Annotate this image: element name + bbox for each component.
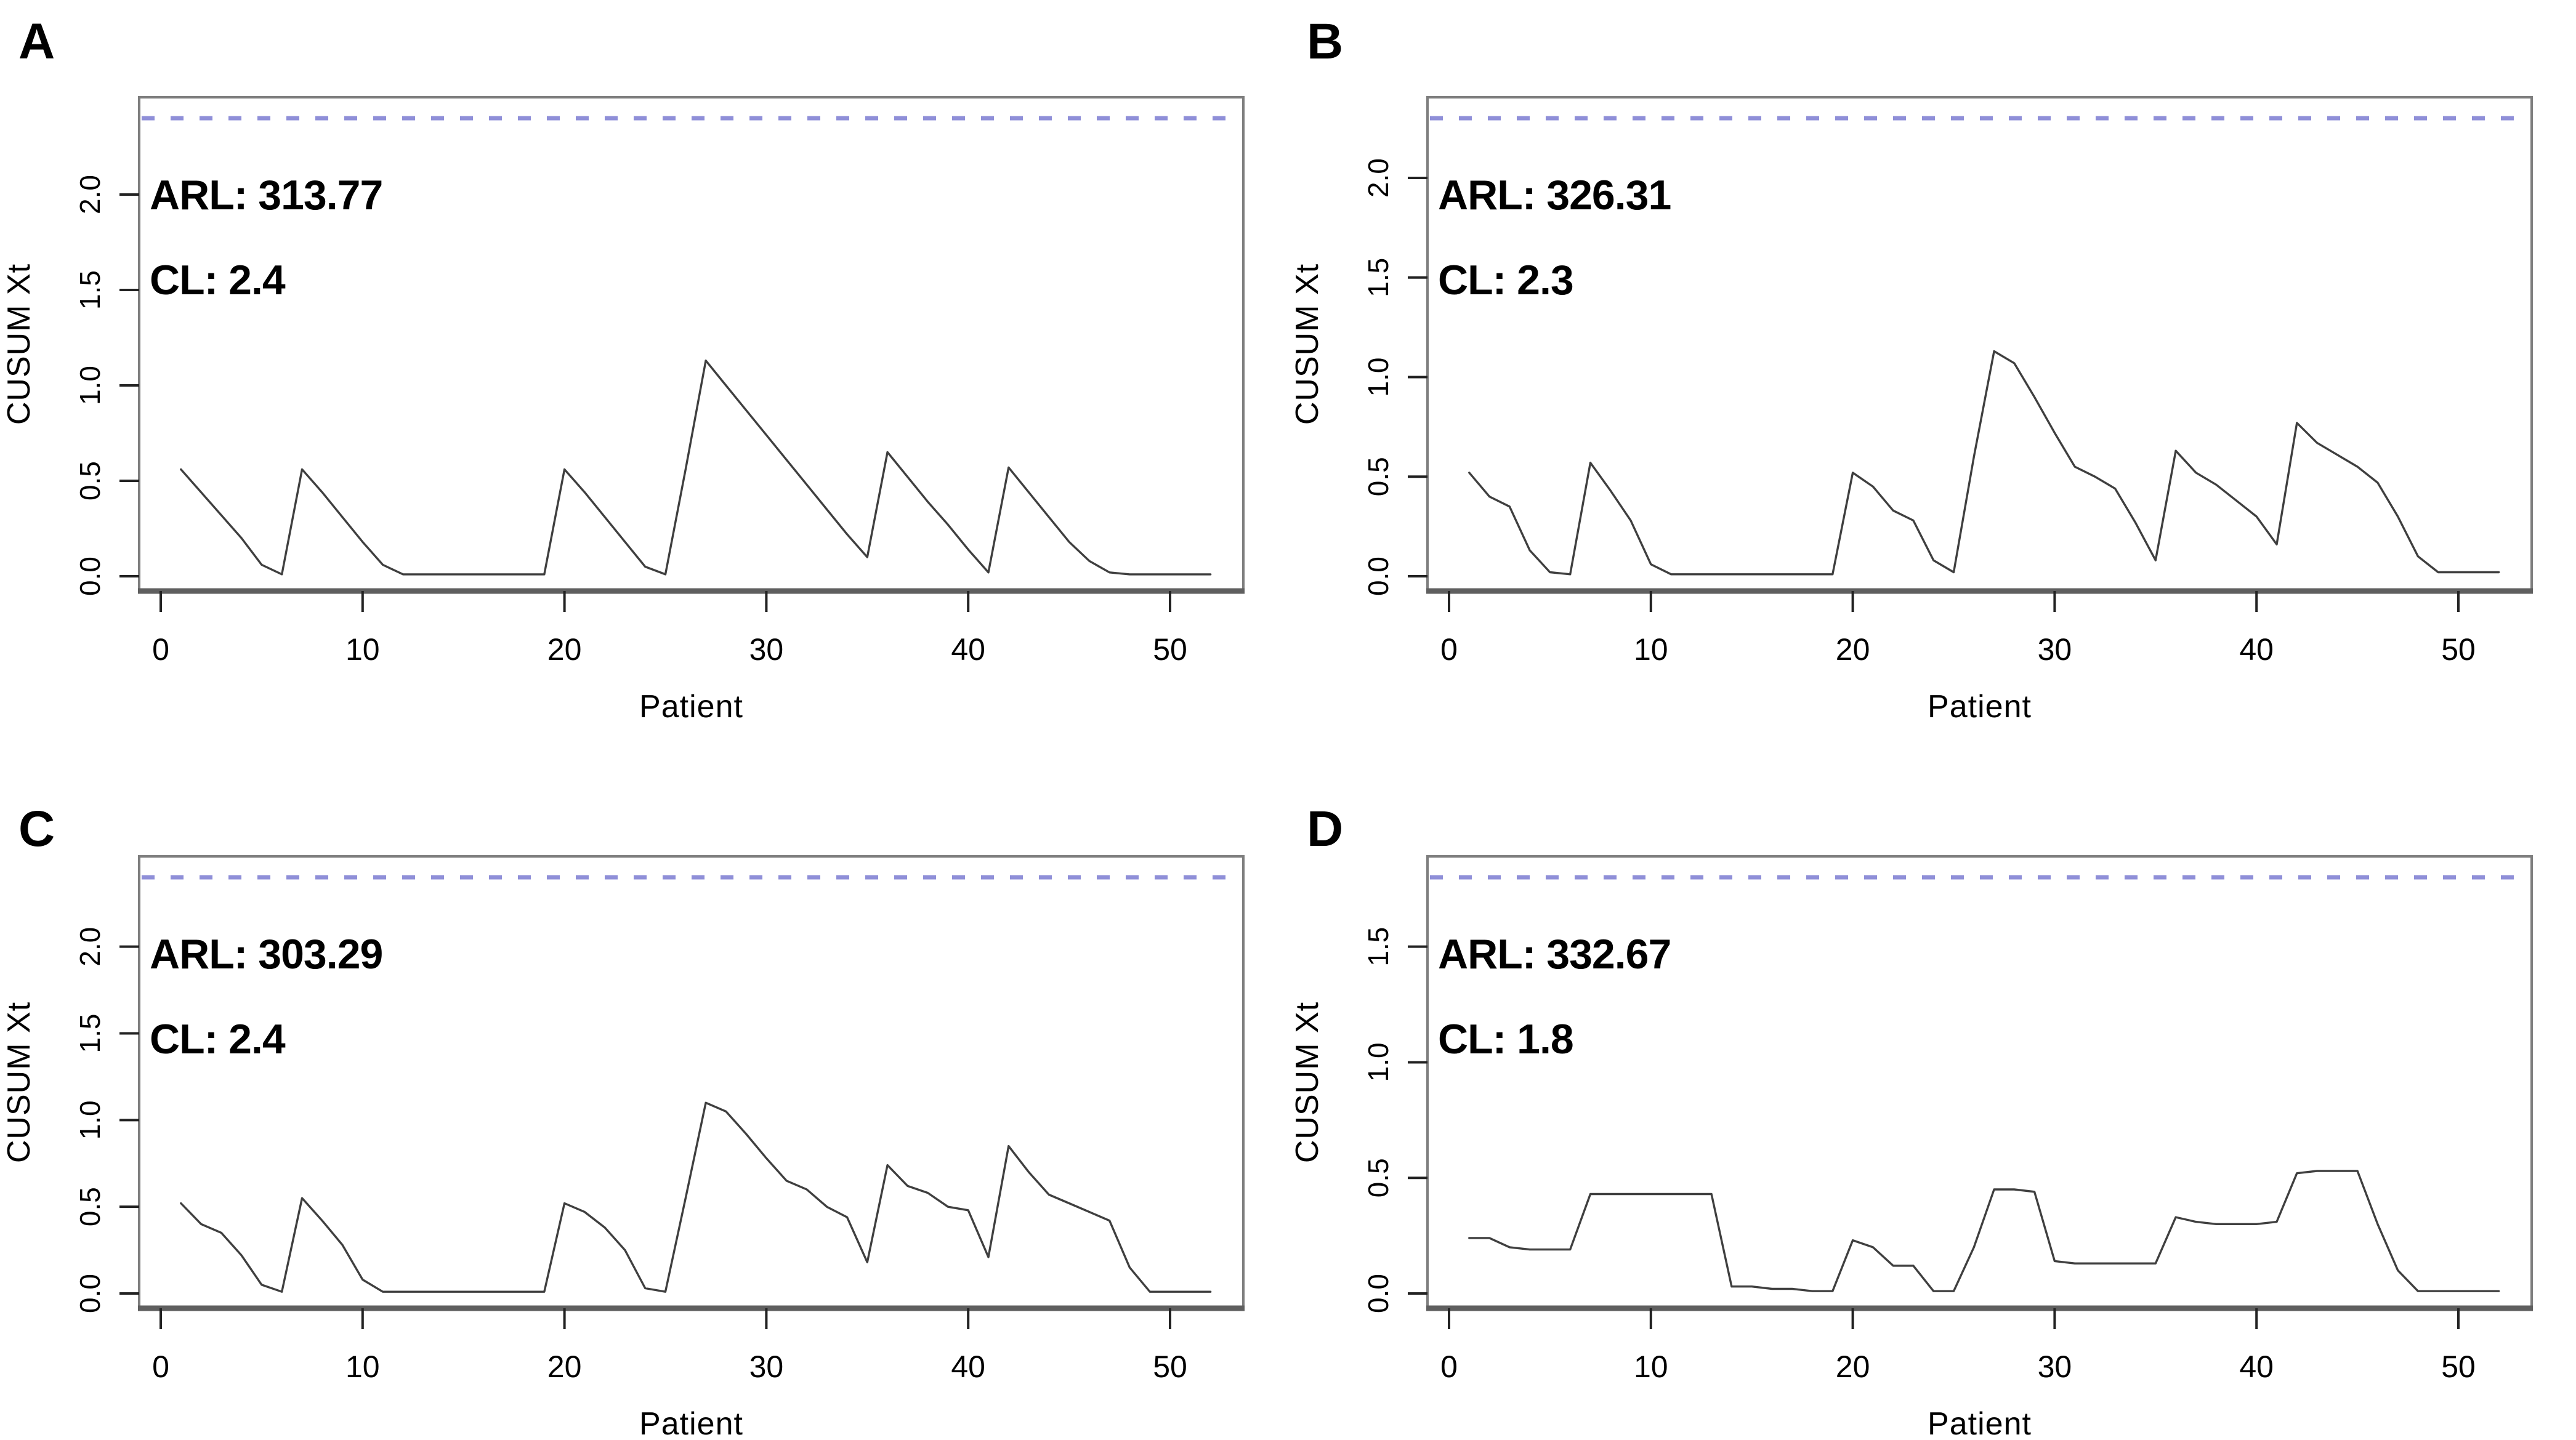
panel-c: 0.0 0.5 1.0 1.5 2.0 0 10 20 30 40 50 Patient CUSUM X… bbox=[0, 720, 1288, 1440]
plot-box bbox=[1426, 96, 2533, 592]
cusum-line bbox=[180, 1101, 1212, 1293]
y-tick-label: 1.5 bbox=[74, 270, 106, 310]
y-axis-title: CUSUM Xt bbox=[1, 263, 37, 425]
x-tick-label: 30 bbox=[2038, 1349, 2072, 1384]
x-tick-label: 50 bbox=[2441, 632, 2476, 667]
x-tick-label: 10 bbox=[1634, 1349, 1668, 1384]
y-axis-title: CUSUM Xt bbox=[1290, 263, 1325, 425]
cl-annotation: CL: 2.4 bbox=[150, 1016, 286, 1063]
x-tick-label: 0 bbox=[152, 1349, 169, 1384]
x-tick-label: 0 bbox=[1440, 632, 1458, 667]
x-tick-label: 40 bbox=[951, 1349, 985, 1384]
panel-letter: A bbox=[18, 14, 55, 70]
arl-annotation: ARL: 313.77 bbox=[150, 172, 382, 219]
panel-letter: C bbox=[18, 801, 55, 857]
y-tick-label: 0.0 bbox=[1362, 557, 1394, 596]
cusum-chart-a: 0.0 0.5 1.0 1.5 2.0 0 10 20 30 40 50 Patient CUSUM X… bbox=[1, 14, 1245, 720]
x-tick-label: 30 bbox=[2038, 632, 2072, 667]
y-tick-label: 2.0 bbox=[74, 927, 106, 967]
y-tick-label: 2.0 bbox=[74, 175, 106, 214]
arl-annotation: ARL: 326.31 bbox=[1438, 172, 1671, 219]
y-tick-label: 0.5 bbox=[1362, 1158, 1394, 1197]
y-tick-label: 1.0 bbox=[1362, 1042, 1394, 1082]
x-axis-title: Patient bbox=[1928, 689, 2032, 720]
cl-annotation: CL: 2.3 bbox=[1438, 257, 1573, 304]
panel-a: 0.0 0.5 1.0 1.5 2.0 0 10 20 30 40 50 Patient CUSUM X… bbox=[0, 0, 1288, 720]
cusum-line bbox=[1468, 350, 2500, 576]
x-tick-label: 30 bbox=[749, 632, 784, 667]
y-tick-label: 1.5 bbox=[1362, 927, 1394, 967]
plot-box bbox=[138, 96, 1245, 592]
y-tick-label: 0.5 bbox=[74, 1187, 106, 1226]
x-tick-label: 0 bbox=[1440, 1349, 1458, 1384]
cusum-chart-b: 0.0 0.5 1.0 1.5 2.0 0 10 20 30 40 50 Patient CUSUM X… bbox=[1290, 14, 2533, 720]
x-axis-title: Patient bbox=[639, 1406, 743, 1440]
y-tick-label: 0.0 bbox=[1362, 1274, 1394, 1313]
arl-annotation: ARL: 332.67 bbox=[1438, 931, 1671, 978]
x-tick-label: 40 bbox=[951, 632, 985, 667]
x-tick-label: 20 bbox=[1836, 1349, 1870, 1384]
y-axis-title: CUSUM Xt bbox=[1290, 1002, 1325, 1163]
y-tick-label: 0.5 bbox=[1362, 457, 1394, 496]
panel-d: 0.0 0.5 1.0 1.5 0 10 20 30 40 50 Patient CUSUM Xt AR… bbox=[1288, 720, 2576, 1440]
y-axis-title: CUSUM Xt bbox=[1, 1002, 37, 1163]
panel-b: 0.0 0.5 1.0 1.5 2.0 0 10 20 30 40 50 Patient CUSUM X… bbox=[1288, 0, 2576, 720]
x-tick-label: 0 bbox=[152, 632, 169, 667]
x-tick-label: 10 bbox=[345, 632, 380, 667]
y-tick-label: 2.0 bbox=[1362, 158, 1394, 198]
x-tick-label: 50 bbox=[2441, 1349, 2476, 1384]
x-tick-label: 50 bbox=[1153, 1349, 1187, 1384]
x-tick-label: 10 bbox=[1634, 632, 1668, 667]
x-tick-label: 50 bbox=[1153, 632, 1187, 667]
x-tick-label: 40 bbox=[2239, 1349, 2274, 1384]
x-tick-label: 10 bbox=[345, 1349, 380, 1384]
cusum-chart-c: 0.0 0.5 1.0 1.5 2.0 0 10 20 30 40 50 Patient CUSUM X… bbox=[1, 801, 1245, 1440]
y-tick-label: 1.5 bbox=[74, 1014, 106, 1053]
x-tick-label: 30 bbox=[749, 1349, 784, 1384]
cl-annotation: CL: 1.8 bbox=[1438, 1016, 1573, 1063]
cl-annotation: CL: 2.4 bbox=[150, 257, 286, 304]
x-tick-label: 40 bbox=[2239, 632, 2274, 667]
arl-annotation: ARL: 303.29 bbox=[150, 931, 382, 978]
panel-letter: B bbox=[1307, 14, 1343, 70]
panel-letter: D bbox=[1307, 801, 1343, 857]
cusum-chart-d: 0.0 0.5 1.0 1.5 0 10 20 30 40 50 Patient CUSUM Xt AR… bbox=[1290, 801, 2533, 1440]
y-tick-label: 0.0 bbox=[74, 557, 106, 596]
x-axis-title: Patient bbox=[1928, 1406, 2032, 1440]
x-tick-label: 20 bbox=[547, 1349, 582, 1384]
y-tick-label: 0.0 bbox=[74, 1274, 106, 1313]
y-tick-label: 1.0 bbox=[74, 366, 106, 405]
x-tick-label: 20 bbox=[547, 632, 582, 667]
plot-box bbox=[1426, 855, 2533, 1309]
cusum-line bbox=[1468, 1170, 2500, 1292]
x-tick-label: 20 bbox=[1836, 632, 1870, 667]
y-tick-label: 1.5 bbox=[1362, 258, 1394, 297]
cusum-line bbox=[180, 360, 1212, 576]
plot-box bbox=[138, 855, 1245, 1309]
y-tick-label: 1.0 bbox=[74, 1100, 106, 1140]
y-tick-label: 1.0 bbox=[1362, 358, 1394, 397]
y-tick-label: 0.5 bbox=[74, 461, 106, 501]
x-axis-title: Patient bbox=[639, 689, 743, 720]
